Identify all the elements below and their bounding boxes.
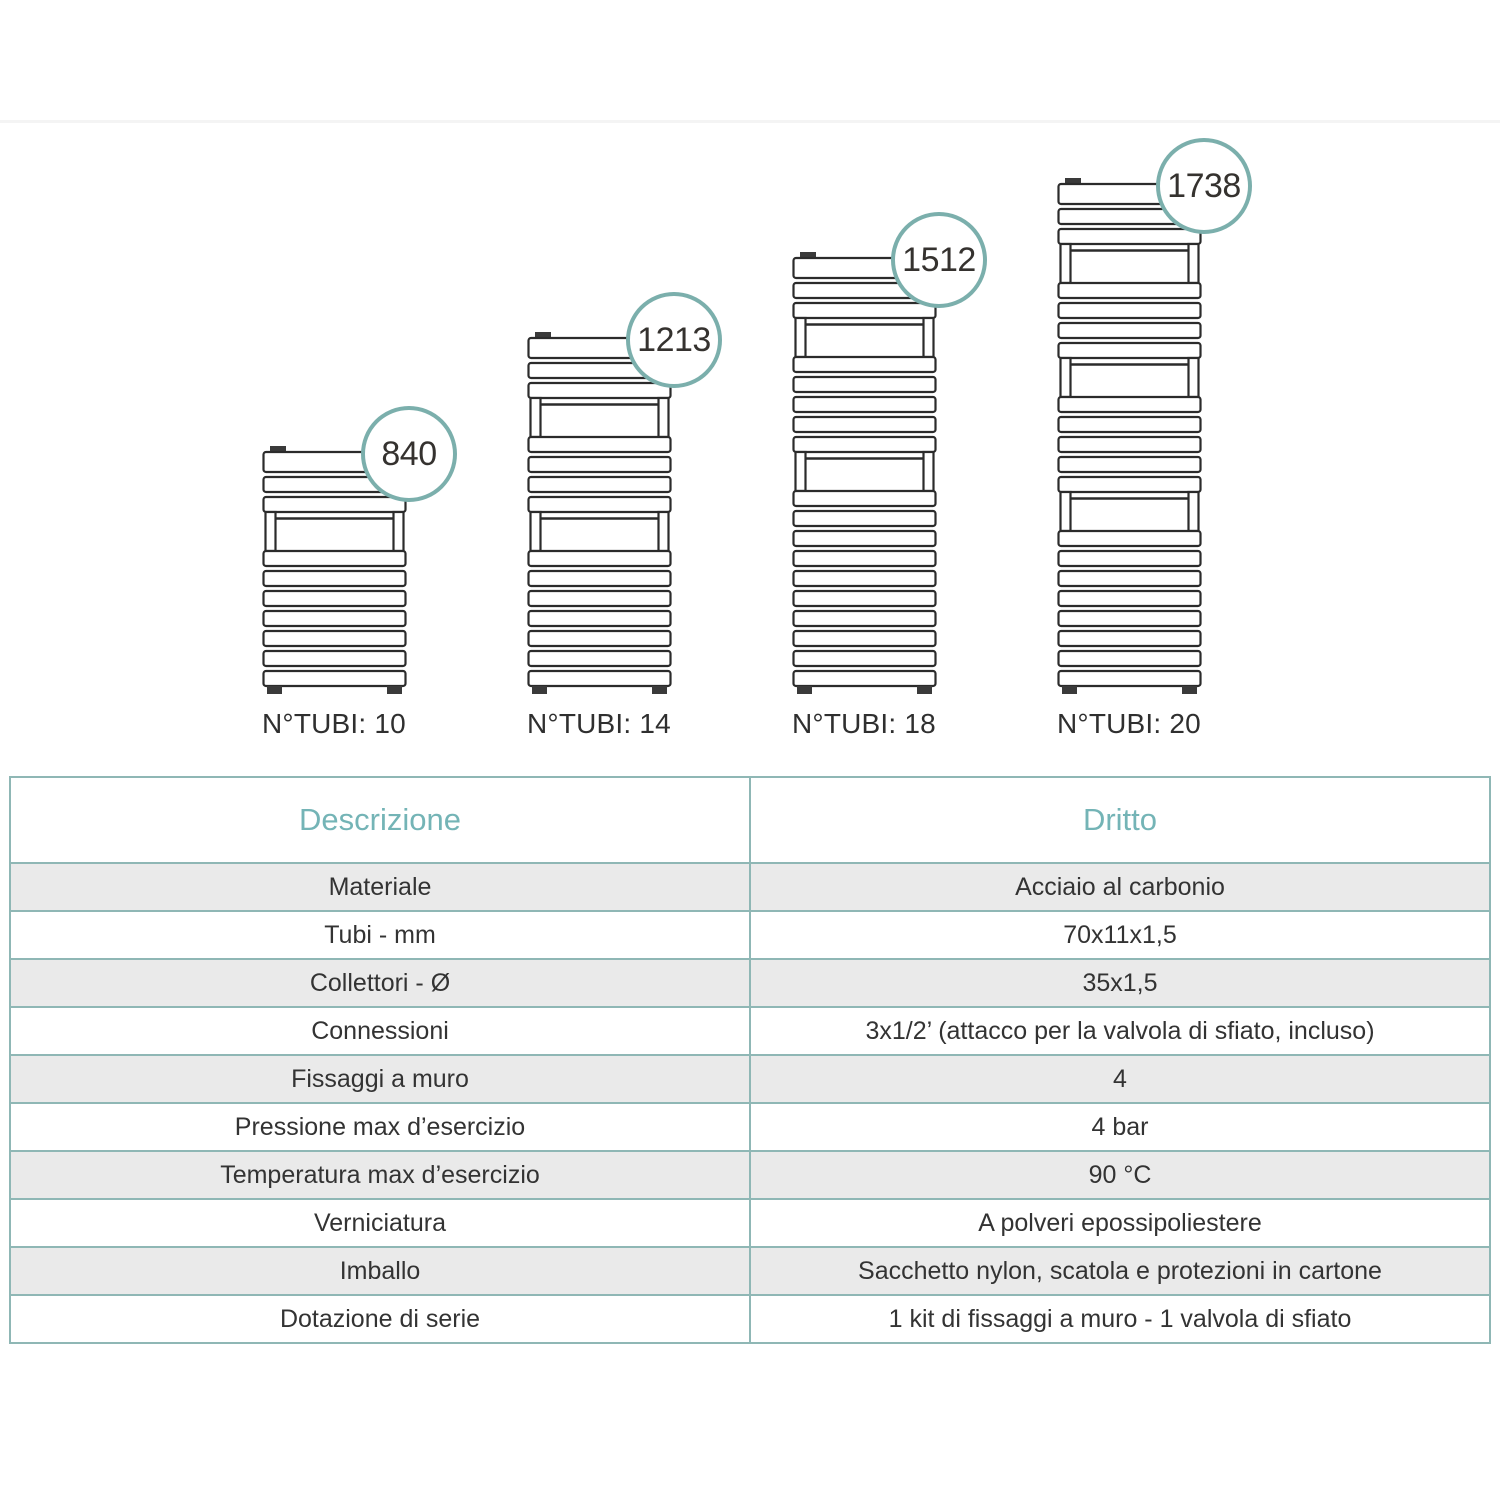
spec-row-value: 1 kit di fissaggi a muro - 1 valvola di … (749, 1294, 1491, 1344)
table-row: Connessioni 3x1/2’ (attacco per la valvol… (9, 1006, 1491, 1056)
spec-row-label: Dotazione di serie (9, 1294, 751, 1344)
spec-table-head: Descrizione Dritto (9, 776, 1491, 864)
radiator-column: 1512 N°TUBI: 18 (792, 212, 987, 740)
spec-row-value: 4 (749, 1054, 1491, 1104)
table-row: Imballo Sacchetto nylon, scatola e protez… (9, 1246, 1491, 1296)
tubes-count-label: N°TUBI: 14 (527, 708, 671, 739)
spec-row-label: Tubi - mm (9, 910, 751, 960)
spec-row-value: Acciaio al carbonio (749, 862, 1491, 912)
radiator-drawing (262, 446, 407, 694)
spec-row-value: 4 bar (749, 1102, 1491, 1152)
radiator-drawing (792, 252, 937, 694)
radiator-drawing (527, 332, 672, 694)
top-divider-line (0, 120, 1500, 123)
radiator-figure: 1213 (527, 292, 722, 694)
radiator-column: 1213 N°TUBI: 14 (527, 292, 722, 740)
spec-table: Descrizione Dritto Materiale Acciaio al c… (9, 776, 1491, 1344)
height-badge: 840 (361, 406, 457, 502)
radiator-figure: 840 (262, 406, 457, 694)
height-badge: 1512 (891, 212, 987, 308)
spec-row-value: 70x11x1,5 (749, 910, 1491, 960)
height-badge: 1738 (1156, 138, 1252, 234)
table-row: Materiale Acciaio al carbonio (9, 862, 1491, 912)
spec-row-value: Sacchetto nylon, scatola e protezioni in… (749, 1246, 1491, 1296)
spec-row-label: Pressione max d’esercizio (9, 1102, 751, 1152)
spec-row-value: 3x1/2’ (attacco per la valvola di sfiato… (749, 1006, 1491, 1056)
table-row: Pressione max d’esercizio 4 bar (9, 1102, 1491, 1152)
table-row: Dotazione di serie 1 kit di fissaggi a mu… (9, 1294, 1491, 1344)
spec-row-label: Verniciatura (9, 1198, 751, 1248)
table-row: Tubi - mm 70x11x1,5 (9, 910, 1491, 960)
height-badge: 1213 (626, 292, 722, 388)
spec-row-value: 35x1,5 (749, 958, 1491, 1008)
spec-row-value: 90 °C (749, 1150, 1491, 1200)
table-row: Collettori - Ø 35x1,5 (9, 958, 1491, 1008)
table-row: Fissaggi a muro 4 (9, 1054, 1491, 1104)
tubes-count-label: N°TUBI: 10 (262, 708, 406, 739)
radiator-column: 840 N°TUBI: 10 (262, 406, 457, 740)
spec-row-label: Temperatura max d’esercizio (9, 1150, 751, 1200)
radiator-figure: 1512 (792, 212, 987, 694)
tubes-count-label: N°TUBI: 18 (792, 708, 936, 739)
spec-row-label: Fissaggi a muro (9, 1054, 751, 1104)
table-row: Verniciatura A polveri epossipoliestere (9, 1198, 1491, 1248)
spec-table-body: Materiale Acciaio al carbonio Tubi - mm 70x… (9, 862, 1491, 1344)
spec-row-label: Collettori - Ø (9, 958, 751, 1008)
column-header-descrizione: Descrizione (9, 776, 751, 864)
spec-row-label: Materiale (9, 862, 751, 912)
tubes-count-label: N°TUBI: 20 (1057, 708, 1201, 739)
radiator-diagram: 840 N°TUBI: 10 1213 N°TUBI: 14 1512 N°TUBI: 1… (0, 0, 1500, 740)
column-header-dritto: Dritto (749, 776, 1491, 864)
table-header-row: Descrizione Dritto (9, 776, 1491, 864)
radiator-drawing (1057, 178, 1202, 694)
radiator-column: 1738 N°TUBI: 20 (1057, 138, 1252, 740)
spec-row-value: A polveri epossipoliestere (749, 1198, 1491, 1248)
spec-row-label: Connessioni (9, 1006, 751, 1056)
radiator-figure: 1738 (1057, 138, 1252, 694)
spec-row-label: Imballo (9, 1246, 751, 1296)
table-row: Temperatura max d’esercizio 90 °C (9, 1150, 1491, 1200)
